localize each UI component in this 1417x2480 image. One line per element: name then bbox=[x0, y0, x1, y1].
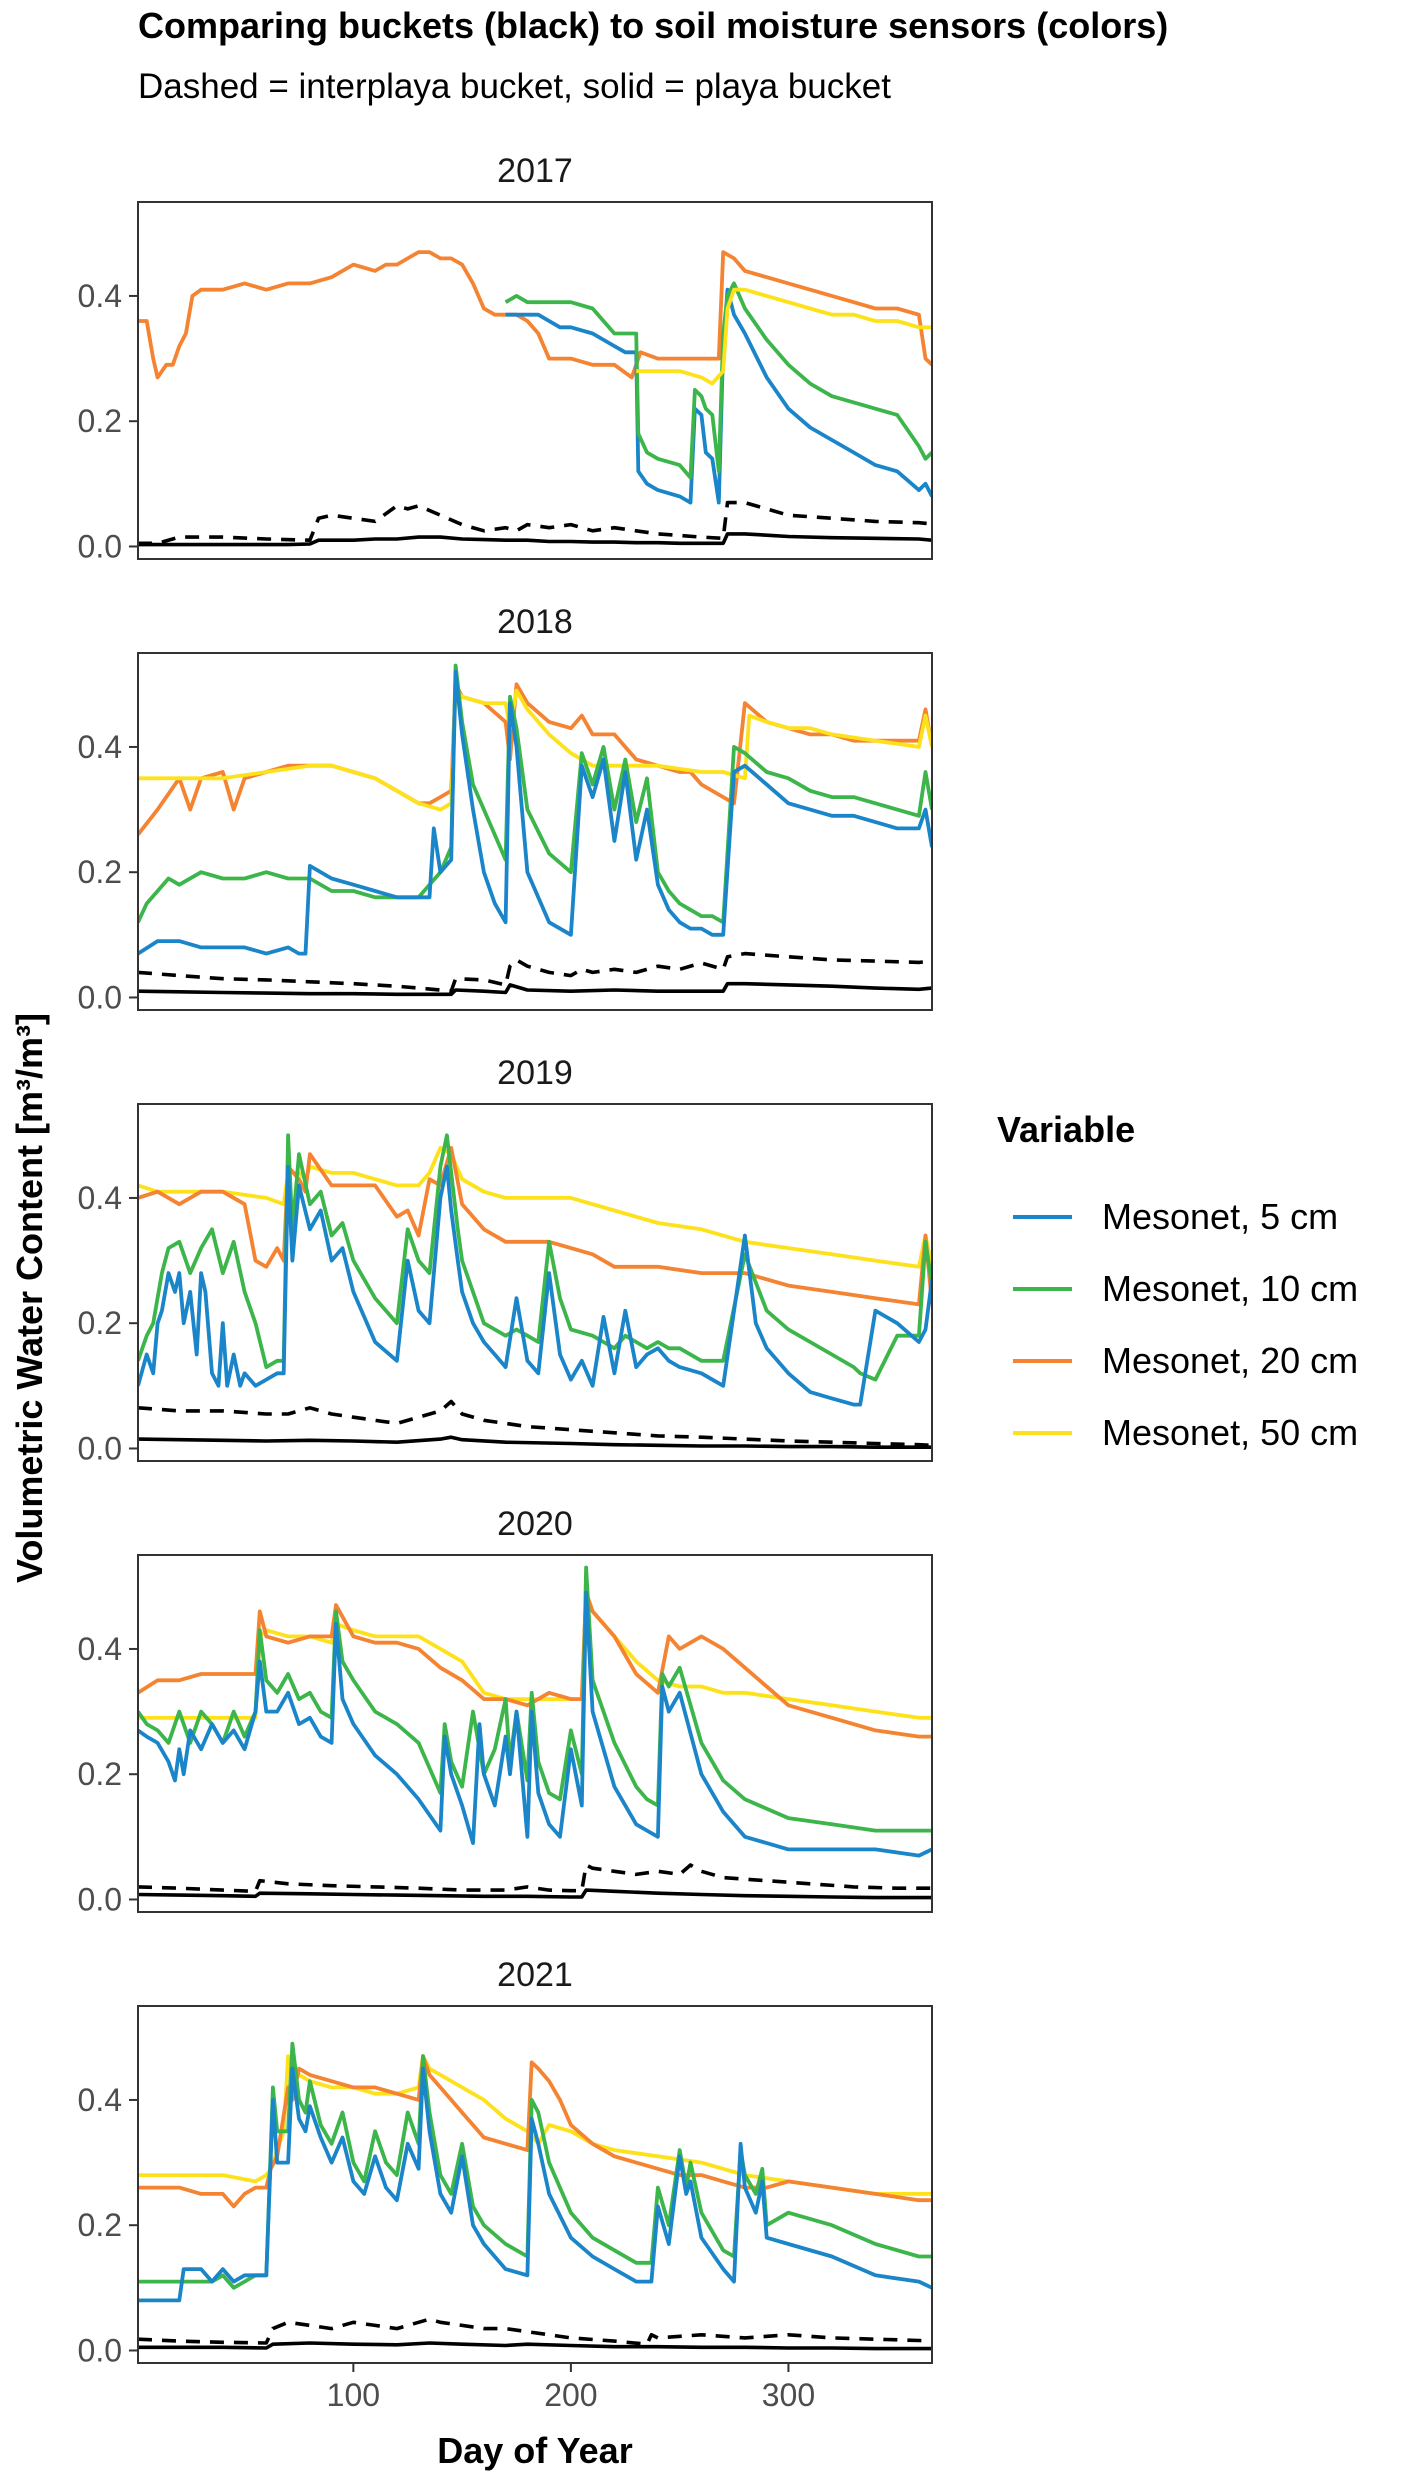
panel-2017: 2017 0.0 0.2 0.4 bbox=[78, 152, 933, 564]
panels: 20170.00.20.420180.00.20.420190.00.20.42… bbox=[78, 152, 933, 2413]
panel-lines bbox=[138, 2041, 932, 2351]
panel-lines bbox=[138, 1565, 932, 1900]
legend-label: Mesonet, 5 cm bbox=[1102, 1196, 1338, 1237]
series-line-m5 bbox=[138, 2066, 932, 2303]
panel-background bbox=[138, 653, 932, 1010]
panel-border bbox=[137, 201, 933, 560]
series-line-m50 bbox=[138, 1590, 932, 1720]
chart-subtitle: Dashed = interplaya bucket, solid = play… bbox=[138, 67, 891, 106]
panel-strip-label: 2021 bbox=[497, 1956, 573, 1994]
legend-label: Mesonet, 20 cm bbox=[1102, 1340, 1358, 1381]
y-tick-label: 0.4 bbox=[78, 1631, 122, 1667]
panel-2020: 2020 0.0 0.2 0.4 bbox=[78, 1505, 933, 1917]
panel-strip-label: 2017 bbox=[497, 152, 573, 190]
series-line-m5 bbox=[138, 669, 932, 956]
y-tick-label: 0.0 bbox=[78, 528, 122, 564]
panel-2018: 2018 0.0 0.2 0.4 bbox=[78, 603, 933, 1015]
panel-strip-label: 2020 bbox=[497, 1505, 573, 1543]
y-tick-label: 0.0 bbox=[78, 979, 122, 1015]
series-line-pl bbox=[138, 2341, 932, 2351]
series-line-m5 bbox=[138, 1590, 932, 1858]
series-line-ip bbox=[138, 500, 932, 546]
panel-border bbox=[137, 2005, 933, 2364]
series-line-m50 bbox=[636, 287, 932, 386]
panel-lines bbox=[138, 1133, 932, 1449]
series-line-ip bbox=[138, 2317, 932, 2346]
series-line-m10 bbox=[138, 663, 932, 925]
x-tick-label: 100 bbox=[327, 2377, 380, 2413]
series-line-m5 bbox=[138, 1164, 932, 1407]
series-line-m10 bbox=[138, 2041, 932, 2290]
y-tick-label: 0.2 bbox=[78, 1756, 122, 1792]
series-line-m20 bbox=[138, 1590, 932, 1739]
series-line-m10 bbox=[138, 1565, 932, 1833]
series-line-m10 bbox=[138, 1133, 932, 1382]
series-line-m10 bbox=[504, 281, 932, 480]
y-tick-label: 0.0 bbox=[78, 1430, 122, 1466]
series-line-m20 bbox=[138, 1145, 932, 1307]
series-line-m5 bbox=[505, 287, 932, 505]
series-line-pl bbox=[138, 532, 932, 547]
panel-lines bbox=[138, 663, 932, 997]
y-tick-label: 0.2 bbox=[78, 2207, 122, 2243]
series-line-m20 bbox=[138, 250, 932, 380]
panel-background bbox=[138, 202, 932, 559]
panel-background bbox=[138, 1104, 932, 1461]
panel-lines bbox=[138, 250, 932, 547]
panel-border bbox=[137, 652, 933, 1011]
legend-title: Variable bbox=[997, 1109, 1135, 1150]
x-tick-label: 300 bbox=[762, 2377, 815, 2413]
series-line-ip bbox=[138, 1863, 932, 1894]
panel-border bbox=[137, 1103, 933, 1462]
y-tick-label: 0.2 bbox=[78, 1305, 122, 1341]
panel-2021: 2021 0.0 0.2 0.4 100 200 300 bbox=[78, 1956, 933, 2413]
series-line-m50 bbox=[138, 688, 932, 812]
panel-border bbox=[137, 1554, 933, 1913]
y-tick-label: 0.0 bbox=[78, 1881, 122, 1917]
y-tick-label: 0.2 bbox=[78, 403, 122, 439]
y-tick-label: 0.4 bbox=[78, 729, 122, 765]
series-line-pl bbox=[138, 981, 932, 997]
y-tick-label: 0.4 bbox=[78, 1180, 122, 1216]
series-line-m20 bbox=[138, 2054, 932, 2209]
y-axis-title: Volumetric Water Content [m³/m³] bbox=[9, 1013, 50, 1583]
y-tick-label: 0.4 bbox=[78, 278, 122, 314]
series-line-ip bbox=[138, 1399, 932, 1448]
panel-2019: 2019 0.0 0.2 0.4 bbox=[78, 1054, 933, 1466]
series-line-ip bbox=[138, 951, 932, 993]
y-tick-label: 0.4 bbox=[78, 2082, 122, 2118]
y-tick-label: 0.2 bbox=[78, 854, 122, 890]
panel-strip-label: 2018 bbox=[497, 603, 573, 641]
x-axis-title: Day of Year bbox=[437, 2430, 632, 2471]
legend: Variable Mesonet, 5 cm Mesonet, 10 cm Meso… bbox=[997, 1109, 1358, 1453]
legend-label: Mesonet, 10 cm bbox=[1102, 1268, 1358, 1309]
y-tick-label: 0.0 bbox=[78, 2332, 122, 2368]
series-line-pl bbox=[138, 1888, 932, 1900]
legend-label: Mesonet, 50 cm bbox=[1102, 1412, 1358, 1453]
series-line-pl bbox=[138, 1435, 932, 1449]
chart-title: Comparing buckets (black) to soil moistu… bbox=[138, 5, 1168, 46]
panel-strip-label: 2019 bbox=[497, 1054, 573, 1092]
x-tick-label: 200 bbox=[544, 2377, 597, 2413]
